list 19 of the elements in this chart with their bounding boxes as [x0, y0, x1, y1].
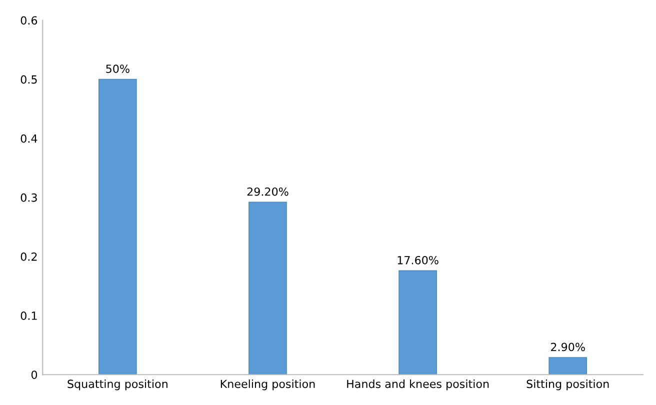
x-tick-label: Sitting position	[526, 379, 609, 390]
y-tick-label: 0.5	[20, 75, 37, 84]
y-tick-label: 0.2	[20, 252, 37, 261]
bar	[98, 78, 137, 375]
bar	[548, 357, 588, 375]
x-tick-label: Squatting position	[68, 379, 168, 390]
y-tick-label: 0.4	[20, 134, 38, 143]
x-tick-label: Kneeling position	[220, 379, 315, 390]
data-label: 17.60%	[398, 256, 438, 264]
data-label: 50%	[106, 64, 130, 73]
bar	[398, 270, 437, 375]
y-tick-label: 0.1	[20, 312, 37, 320]
y-tick-label: 0.6	[20, 16, 38, 25]
data-label: 29.20%	[247, 187, 288, 196]
data-label: 2.90%	[551, 342, 585, 352]
x-tick-label: Hands and knees position	[347, 379, 489, 390]
y-tick-label: 0	[31, 370, 38, 380]
y-tick-label: 0.3	[20, 193, 37, 202]
bar	[248, 202, 287, 375]
